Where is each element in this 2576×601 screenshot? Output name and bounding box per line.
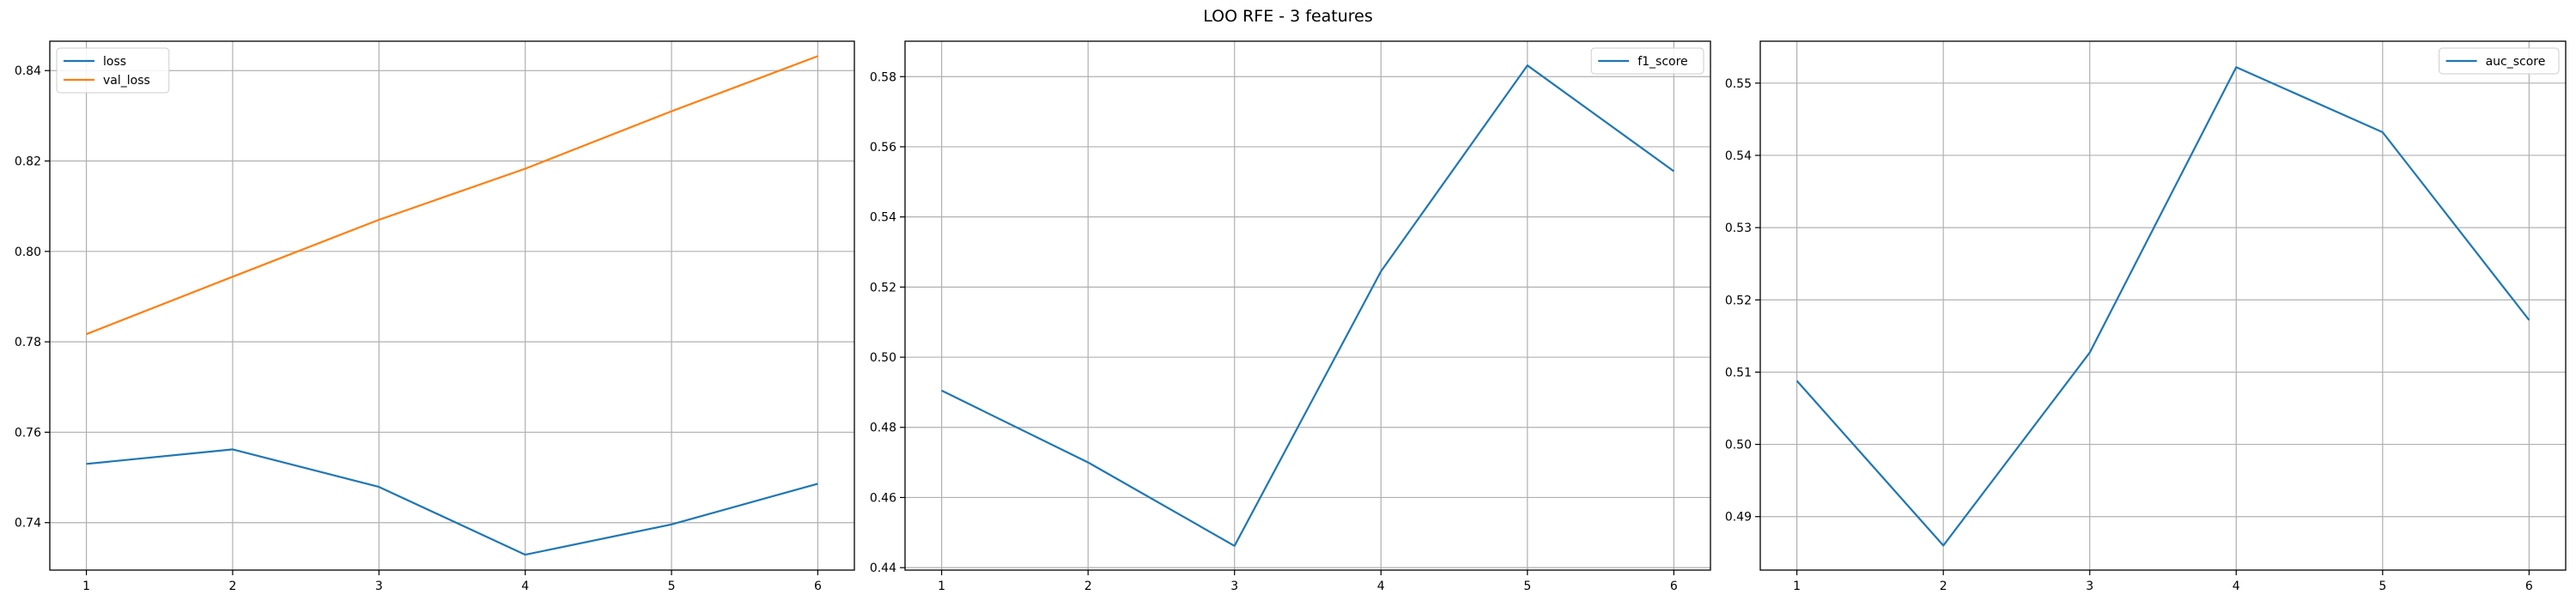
legend: f1_score xyxy=(1590,47,1704,75)
y-tick-label: 0.48 xyxy=(870,422,896,435)
subplot-loss: 1 2 3 4 5 6 0.74 0.76 0.78 0.80 0.82 0.84 loss val_lo… xyxy=(15,40,855,593)
y-tick-label: 0.50 xyxy=(1725,439,1752,452)
y-tick-label: 0.58 xyxy=(870,70,896,84)
x-tick-label: 1 xyxy=(938,580,945,593)
x-tick-label: 4 xyxy=(1377,580,1385,593)
y-tick-label: 0.52 xyxy=(870,281,896,294)
legend-label: auc_score xyxy=(2486,55,2546,69)
series-line-loss xyxy=(86,448,818,556)
legend-label: loss xyxy=(103,55,126,69)
legend-label: f1_score xyxy=(1637,55,1687,69)
series-line-f1-score xyxy=(941,64,1675,547)
legend-box xyxy=(2439,47,2560,75)
subplot-f1-score: 1 2 3 4 5 6 0.44 0.46 0.48 0.50 0.52 0.54 0.56 0.58 f1… xyxy=(870,40,1711,593)
x-tick-label: 3 xyxy=(2086,580,2093,593)
y-tick-label: 0.82 xyxy=(15,155,41,169)
y-tick-label: 0.74 xyxy=(15,517,41,531)
series-line-val-loss xyxy=(86,55,818,336)
axes-frame xyxy=(1759,40,2567,571)
y-tick-label: 0.84 xyxy=(15,64,41,78)
axes-frame xyxy=(49,40,855,571)
y-tick-label: 0.53 xyxy=(1725,222,1752,235)
x-tick-label: 3 xyxy=(1230,580,1238,593)
legend-box xyxy=(1590,47,1704,75)
x-tick-label: 2 xyxy=(1084,580,1092,593)
y-tick-label: 0.51 xyxy=(1725,366,1752,379)
y-tick-label: 0.46 xyxy=(870,491,896,505)
y-tick-label: 0.80 xyxy=(15,246,41,259)
legend-box xyxy=(56,47,170,94)
x-tick-label: 2 xyxy=(1940,580,1947,593)
y-tick-label: 0.54 xyxy=(1725,149,1752,163)
x-tick-label: 2 xyxy=(228,580,236,593)
x-tick-label: 6 xyxy=(2525,580,2533,593)
figure-title: LOO RFE - 3 features xyxy=(1203,7,1373,26)
y-tick-label: 0.76 xyxy=(15,426,41,440)
y-tick-label: 0.56 xyxy=(870,141,896,155)
x-tick-label: 5 xyxy=(2379,580,2386,593)
x-tick-label: 4 xyxy=(521,580,529,593)
x-tick-label: 3 xyxy=(375,580,383,593)
series-line-auc-score xyxy=(1795,66,2530,547)
x-tick-label: 5 xyxy=(668,580,676,593)
x-tick-label: 6 xyxy=(814,580,822,593)
y-tick-label: 0.50 xyxy=(870,351,896,365)
legend: loss val_loss xyxy=(56,47,170,94)
y-tick-label: 0.52 xyxy=(1725,294,1752,307)
x-tick-label: 6 xyxy=(1670,580,1678,593)
x-tick-label: 1 xyxy=(1793,580,1801,593)
subplot-auc-score: 1 2 3 4 5 6 0.49 0.50 0.51 0.52 0.53 0.54 0.55 auc_sc… xyxy=(1725,40,2567,593)
y-tick-label: 0.78 xyxy=(15,336,41,349)
legend-label: val_loss xyxy=(103,74,150,88)
y-tick-label: 0.44 xyxy=(870,562,896,575)
x-tick-label: 4 xyxy=(2233,580,2240,593)
y-tick-label: 0.55 xyxy=(1725,77,1752,91)
y-tick-label: 0.54 xyxy=(870,211,896,225)
axes-frame xyxy=(904,40,1711,571)
legend: auc_score xyxy=(2439,47,2560,75)
x-tick-label: 1 xyxy=(82,580,90,593)
y-tick-label: 0.49 xyxy=(1725,511,1752,525)
x-tick-label: 5 xyxy=(1523,580,1531,593)
